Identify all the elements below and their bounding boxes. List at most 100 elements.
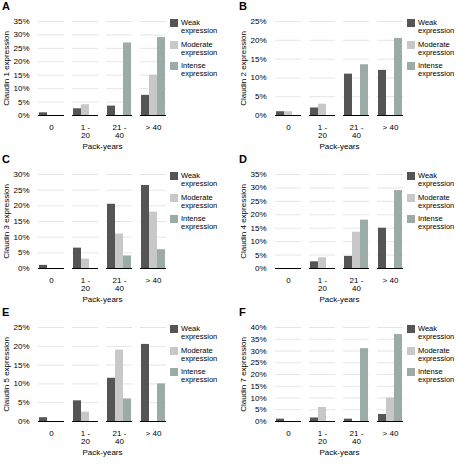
svg-text:0: 0 bbox=[286, 429, 291, 438]
svg-text:30%: 30% bbox=[250, 347, 266, 356]
svg-text:Pack-years: Pack-years bbox=[319, 295, 359, 304]
svg-text:0: 0 bbox=[286, 276, 291, 285]
svg-text:0: 0 bbox=[49, 429, 54, 438]
svg-text:> 40: > 40 bbox=[383, 276, 399, 285]
svg-text:21 -40: 21 -40 bbox=[113, 429, 127, 446]
svg-text:1 -20: 1 -20 bbox=[81, 276, 91, 293]
svg-text:15%: 15% bbox=[13, 71, 29, 80]
svg-text:Claudin 2 expression: Claudin 2 expression bbox=[239, 31, 248, 106]
svg-text:21 -40: 21 -40 bbox=[113, 123, 127, 140]
html-text:Moderate expression: Moderate expression bbox=[181, 39, 218, 57]
html-text:Weak expression: Weak expression bbox=[181, 324, 218, 342]
html-text:B: B bbox=[239, 0, 247, 12]
svg-text:5%: 5% bbox=[255, 92, 267, 101]
svg-text:10%: 10% bbox=[13, 84, 29, 93]
html-text:Moderate expression: Moderate expression bbox=[418, 345, 455, 363]
svg-text:1 -20: 1 -20 bbox=[318, 123, 328, 140]
svg-text:25%: 25% bbox=[13, 44, 29, 53]
svg-text:20%: 20% bbox=[13, 342, 29, 351]
html-text:Intense expression: Intense expression bbox=[418, 61, 455, 79]
svg-text:20%: 20% bbox=[13, 201, 29, 210]
svg-text:30%: 30% bbox=[13, 30, 29, 39]
svg-text:Claudin 7 expression: Claudin 7 expression bbox=[239, 337, 248, 412]
svg-text:10%: 10% bbox=[13, 233, 29, 242]
svg-text:21 -40: 21 -40 bbox=[113, 276, 127, 293]
svg-text:0%: 0% bbox=[255, 264, 267, 273]
svg-text:25%: 25% bbox=[250, 358, 266, 367]
svg-text:> 40: > 40 bbox=[383, 429, 399, 438]
svg-text:> 40: > 40 bbox=[146, 276, 162, 285]
svg-text:40%: 40% bbox=[250, 323, 266, 332]
svg-text:Claudin 1 expression: Claudin 1 expression bbox=[2, 31, 11, 106]
svg-text:Pack-years: Pack-years bbox=[319, 448, 359, 457]
html-text:Intense expression: Intense expression bbox=[418, 214, 455, 232]
html-text:Intense expression: Intense expression bbox=[181, 214, 218, 232]
html-text:Intense expression: Intense expression bbox=[418, 367, 455, 385]
html-text:Intense expression: Intense expression bbox=[181, 61, 218, 79]
svg-text:10%: 10% bbox=[13, 379, 29, 388]
svg-text:1 -20: 1 -20 bbox=[318, 276, 328, 293]
svg-text:0%: 0% bbox=[18, 111, 30, 120]
svg-text:15%: 15% bbox=[13, 217, 29, 226]
svg-text:0%: 0% bbox=[18, 264, 30, 273]
html-text:Weak expression: Weak expression bbox=[181, 171, 218, 189]
svg-text:Pack-years: Pack-years bbox=[82, 295, 122, 304]
svg-text:0%: 0% bbox=[255, 111, 267, 120]
svg-text:35%: 35% bbox=[250, 335, 266, 344]
svg-text:30%: 30% bbox=[13, 170, 29, 179]
html-text:Moderate expression: Moderate expression bbox=[181, 192, 218, 210]
svg-text:Pack-years: Pack-years bbox=[82, 448, 122, 457]
svg-text:25%: 25% bbox=[250, 197, 266, 206]
svg-text:1 -20: 1 -20 bbox=[81, 123, 91, 140]
svg-text:0: 0 bbox=[49, 123, 54, 132]
svg-text:0%: 0% bbox=[255, 417, 267, 426]
svg-text:10%: 10% bbox=[250, 73, 266, 82]
svg-text:5%: 5% bbox=[18, 248, 30, 257]
svg-text:> 40: > 40 bbox=[146, 429, 162, 438]
svg-text:35%: 35% bbox=[250, 170, 266, 179]
svg-text:15%: 15% bbox=[250, 382, 266, 391]
svg-text:Pack-years: Pack-years bbox=[82, 142, 122, 151]
svg-text:15%: 15% bbox=[250, 55, 266, 64]
svg-text:35%: 35% bbox=[13, 17, 29, 26]
svg-text:5%: 5% bbox=[18, 98, 30, 107]
svg-text:10%: 10% bbox=[250, 237, 266, 246]
svg-text:5%: 5% bbox=[255, 251, 267, 260]
html-text:A: A bbox=[2, 0, 10, 12]
svg-text:1 -20: 1 -20 bbox=[318, 429, 328, 446]
svg-text:> 40: > 40 bbox=[146, 123, 162, 132]
svg-text:21 -40: 21 -40 bbox=[350, 276, 364, 293]
svg-text:Pack-years: Pack-years bbox=[319, 142, 359, 151]
svg-text:20%: 20% bbox=[250, 210, 266, 219]
svg-text:25%: 25% bbox=[13, 186, 29, 195]
svg-text:10%: 10% bbox=[250, 394, 266, 403]
html-text:Moderate expression: Moderate expression bbox=[418, 192, 455, 210]
svg-text:21 -40: 21 -40 bbox=[350, 429, 364, 446]
svg-text:0%: 0% bbox=[18, 417, 30, 426]
html-text:Moderate expression: Moderate expression bbox=[418, 39, 455, 57]
html-text:Moderate expression: Moderate expression bbox=[181, 345, 218, 363]
svg-text:20%: 20% bbox=[13, 57, 29, 66]
svg-text:Claudin 5 expression: Claudin 5 expression bbox=[2, 337, 11, 412]
svg-text:5%: 5% bbox=[255, 405, 267, 414]
html-text:Weak expression: Weak expression bbox=[181, 18, 218, 36]
svg-text:0: 0 bbox=[49, 276, 54, 285]
html-text:Weak expression: Weak expression bbox=[418, 18, 455, 36]
html-text:Intense expression: Intense expression bbox=[181, 367, 218, 385]
svg-text:0: 0 bbox=[286, 123, 291, 132]
svg-text:25%: 25% bbox=[250, 17, 266, 26]
html-text:Weak expression: Weak expression bbox=[418, 324, 455, 342]
svg-text:Claudin 3 expression: Claudin 3 expression bbox=[2, 184, 11, 259]
svg-text:Claudin 4 expression: Claudin 4 expression bbox=[239, 184, 248, 259]
svg-text:25%: 25% bbox=[13, 323, 29, 332]
svg-text:15%: 15% bbox=[250, 224, 266, 233]
svg-text:15%: 15% bbox=[13, 361, 29, 370]
svg-text:20%: 20% bbox=[250, 36, 266, 45]
svg-text:5%: 5% bbox=[18, 398, 30, 407]
svg-text:1 -20: 1 -20 bbox=[81, 429, 91, 446]
svg-text:30%: 30% bbox=[250, 183, 266, 192]
svg-text:20%: 20% bbox=[250, 370, 266, 379]
svg-text:21 -40: 21 -40 bbox=[350, 123, 364, 140]
html-text:Weak expression: Weak expression bbox=[418, 171, 455, 189]
svg-text:> 40: > 40 bbox=[383, 123, 399, 132]
